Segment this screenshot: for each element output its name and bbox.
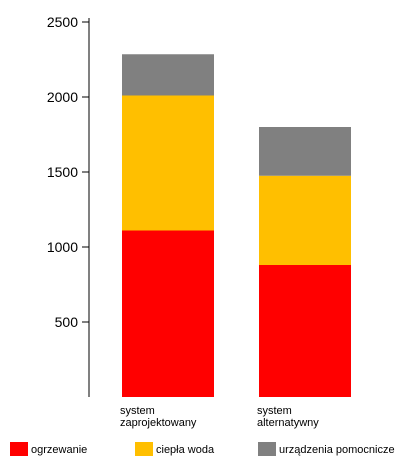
category-label-1-line-1: system <box>120 405 155 417</box>
legend-swatch-3 <box>258 442 276 456</box>
bar-segment-2-category-1 <box>122 95 214 231</box>
bar-segment-3-category-1 <box>122 54 214 96</box>
legend-label-2: ciepła woda <box>156 444 215 456</box>
y-tick-label-1000: 1000 <box>47 239 78 255</box>
legend-label-1: ogrzewanie <box>31 444 87 456</box>
bar-segment-1-category-2 <box>259 265 351 397</box>
y-tick-label-2500: 2500 <box>47 14 78 30</box>
legend-swatch-1 <box>10 442 28 456</box>
bar-segment-3-category-2 <box>259 127 351 176</box>
legend-swatch-2 <box>135 442 153 456</box>
category-label-2-line-2: alternatywny <box>257 417 319 429</box>
legend-label-3: urządzenia pomocnicze <box>279 444 395 456</box>
y-tick-label-500: 500 <box>55 314 79 330</box>
y-tick-label-1500: 1500 <box>47 164 78 180</box>
category-label-1-line-2: zaprojektowany <box>120 417 197 429</box>
bar-segment-1-category-1 <box>122 230 214 397</box>
y-tick-label-2000: 2000 <box>47 89 78 105</box>
bar-segment-2-category-2 <box>259 175 351 265</box>
category-label-2-line-1: system <box>257 405 292 417</box>
